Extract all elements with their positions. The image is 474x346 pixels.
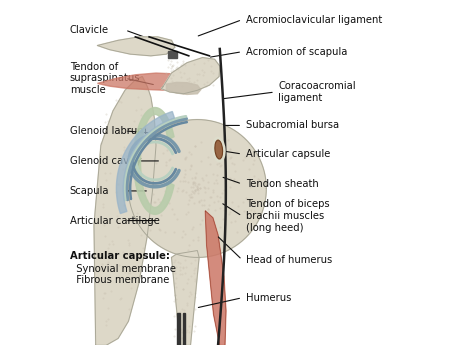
Text: Tendon sheath: Tendon sheath — [246, 179, 319, 189]
Text: Humerus: Humerus — [246, 293, 291, 303]
Polygon shape — [94, 76, 156, 345]
Polygon shape — [172, 251, 199, 345]
Text: Glenoid labrum: Glenoid labrum — [70, 126, 147, 136]
Text: Clavicle: Clavicle — [70, 25, 109, 35]
Text: Tendon of
supraspinatus
muscle: Tendon of supraspinatus muscle — [70, 62, 140, 95]
Text: Glenoid cavity: Glenoid cavity — [70, 156, 141, 166]
Ellipse shape — [215, 140, 223, 159]
Text: Tendon of biceps
brachii muscles
(long heed): Tendon of biceps brachii muscles (long h… — [246, 200, 329, 233]
Polygon shape — [134, 108, 174, 214]
Polygon shape — [205, 211, 226, 345]
Polygon shape — [177, 312, 180, 345]
Text: Synovial membrane
  Fibrous membrane: Synovial membrane Fibrous membrane — [70, 264, 176, 285]
Polygon shape — [168, 51, 177, 57]
Polygon shape — [128, 120, 266, 257]
Text: Scapula: Scapula — [70, 186, 109, 196]
Text: Head of humerus: Head of humerus — [246, 255, 332, 265]
Polygon shape — [166, 82, 201, 94]
Polygon shape — [117, 111, 174, 213]
Polygon shape — [182, 312, 185, 345]
Text: Articular capsule:: Articular capsule: — [70, 252, 170, 261]
Text: Articular cartilage: Articular cartilage — [70, 216, 160, 226]
Text: Articular capsule: Articular capsule — [246, 149, 330, 159]
Polygon shape — [98, 73, 199, 90]
Text: Coracoacromial
ligament: Coracoacromial ligament — [278, 81, 356, 103]
Text: Acromioclavicular ligament: Acromioclavicular ligament — [246, 15, 382, 25]
Polygon shape — [161, 57, 220, 94]
Text: Subacromial bursa: Subacromial bursa — [246, 120, 339, 130]
Polygon shape — [98, 37, 175, 56]
Text: Acromion of scapula: Acromion of scapula — [246, 47, 347, 57]
